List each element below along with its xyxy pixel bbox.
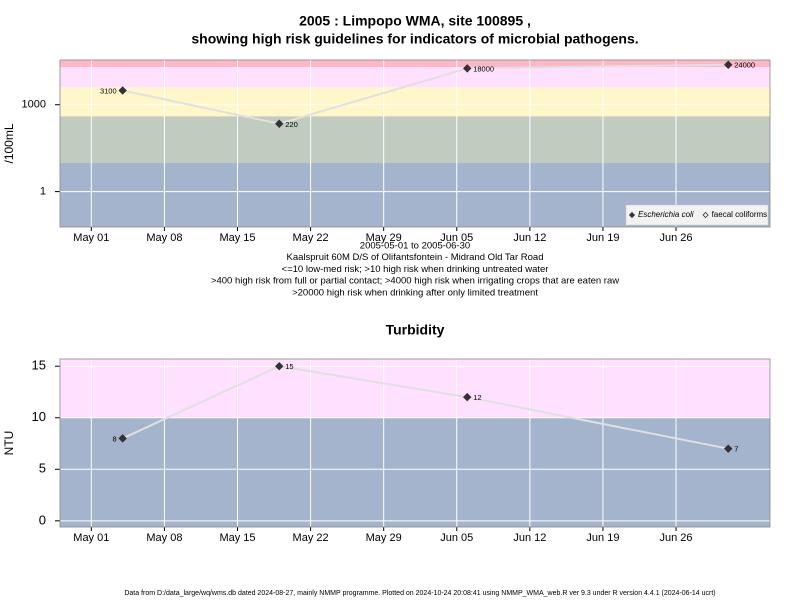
plot-frame [59,358,771,528]
footer: Data from D:/data_large/wq/wms.db dated … [124,590,715,597]
legend-marker [628,211,636,219]
series-line [122,63,729,125]
data-point [275,362,284,371]
x-tick-label: May 08 [146,532,182,544]
data-label: 18000 [473,64,494,73]
x-tick-label: Jun 26 [660,532,693,544]
x-tick-label: May 29 [366,532,402,544]
x-tick-label: Jun 12 [513,532,546,544]
axis-note: >400 high risk from full or partial cont… [211,276,619,287]
axis-note: 2005-05-01 to 2005-06-30 [360,241,470,252]
x-tick-label: May 15 [219,232,255,244]
data-point [724,60,733,69]
chart-title: showing high risk guidelines for indicat… [191,31,638,47]
data-label: 220 [285,120,298,129]
data-point [275,119,284,128]
risk-band [60,87,770,117]
x-tick-label: Jun 05 [440,232,473,244]
x-tick-label: May 22 [293,232,329,244]
legend-label: faecal coliforms [712,210,768,219]
y-axis-label: NTU [2,431,16,456]
series-line [122,365,729,450]
y-tick-label: 10 [32,409,46,424]
axis-note: Kaalspruit 60M D/S of Olifantsfontein - … [287,252,544,263]
data-label: 3100 [100,86,117,95]
x-tick-label: May 01 [73,232,109,244]
risk-band [60,60,770,68]
data-point [724,444,733,453]
data-label: 7 [734,445,738,454]
axis-note: >20000 high risk when drinking after onl… [292,287,538,298]
x-tick-label: Jun 19 [586,232,619,244]
chart-title: 2005 : Limpopo WMA, site 100895 , [299,13,531,29]
chart-title: Turbidity [386,322,445,338]
y-tick-label: 1000 [22,99,46,111]
data-label: 8 [112,434,116,443]
data-label: 12 [473,393,481,402]
data-point [118,86,127,95]
y-tick-label: 0 [39,512,46,527]
data-point [462,392,472,402]
data-point [462,64,472,73]
axis-note: <=10 low-med risk; >10 high risk when dr… [282,264,549,275]
x-tick-label: May 01 [73,532,109,544]
y-tick-label: 1 [40,186,46,198]
y-tick-label: 5 [39,461,46,476]
data-point [118,434,127,443]
data-label: 15 [285,362,293,371]
risk-band [60,417,770,527]
data-label: 24000 [734,61,755,70]
x-tick-label: Jun 19 [586,532,619,544]
legend-label: Escherichia coli [638,210,694,219]
x-tick-label: Jun 26 [660,232,693,244]
risk-band [60,116,770,163]
x-tick-label: Jun 12 [513,232,546,244]
x-tick-label: May 15 [219,532,255,544]
legend-marker [702,211,709,219]
y-axis-label: /100mL [2,123,16,163]
x-tick-label: May 08 [146,232,182,244]
legend-box [625,204,769,226]
x-tick-label: May 22 [293,532,329,544]
plot-frame [59,59,771,228]
x-tick-label: Jun 05 [440,532,473,544]
y-tick-label: 15 [32,358,46,373]
x-tick-label: May 29 [366,232,402,244]
